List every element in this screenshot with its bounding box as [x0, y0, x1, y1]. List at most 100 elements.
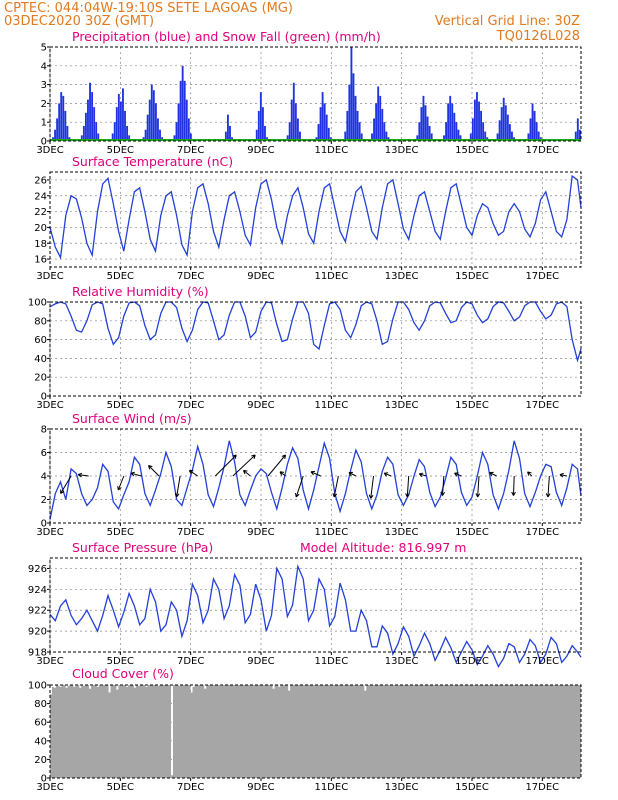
y-tick-label: 100 — [28, 298, 47, 309]
precip-bar — [66, 125, 69, 141]
wind-vector — [174, 475, 181, 498]
panel-2: Relative Humidity (%) 0 20 40 60 80 100 3DEC 5DE… — [28, 284, 582, 411]
precip-bar — [498, 120, 501, 141]
y-tick-label: 26 — [34, 175, 47, 186]
x-tick-label: 13DEC — [385, 271, 419, 282]
wind-vector — [267, 454, 287, 477]
y-tick-label: 22 — [34, 207, 47, 218]
precip-bar — [113, 122, 116, 141]
x-tick-label: 13DEC — [385, 527, 419, 538]
wind-vector — [279, 471, 286, 477]
x-tick-label: 13DEC — [385, 400, 419, 411]
precip-bar — [496, 133, 499, 141]
precip-bar — [177, 103, 180, 141]
y-tick-label: 0 — [41, 392, 47, 403]
y-tick-label: 0 — [41, 519, 47, 530]
wind-vector — [294, 475, 304, 498]
y-tick-label: 4 — [41, 472, 47, 483]
precip-bar — [424, 105, 427, 141]
precip-bar — [354, 95, 357, 141]
wind-vector — [545, 475, 551, 498]
series-line — [49, 174, 582, 260]
wind-vector — [232, 454, 256, 477]
wind-vector — [405, 475, 410, 498]
precip-bar — [426, 116, 429, 141]
precip-bar — [459, 135, 462, 141]
precip-bar — [288, 122, 291, 141]
y-tick-label: 1 — [41, 118, 47, 129]
panel-3: Surface Wind (m/s) 0 2 4 6 8 3DEC 5DEC 7DEC 9DEC 1… — [36, 411, 582, 538]
precip-bar — [122, 88, 124, 141]
precip-bar — [181, 65, 184, 141]
precip-bar — [146, 114, 149, 141]
precip-bar — [482, 122, 485, 141]
x-tick-label: 15DEC — [455, 271, 489, 282]
x-tick-label: 5DEC — [107, 656, 134, 667]
precip-bar — [478, 101, 480, 141]
precip-bar — [97, 133, 100, 141]
x-tick-label: 9DEC — [247, 145, 274, 156]
precip-bar — [527, 133, 530, 141]
x-tick-label: 5DEC — [107, 271, 134, 282]
x-tick-label: 11DEC — [314, 656, 348, 667]
wind-vector — [214, 454, 237, 477]
x-tick-label: 7DEC — [177, 527, 204, 538]
y-tick-label: 40 — [34, 354, 47, 365]
y-tick-label: 24 — [34, 191, 47, 202]
x-tick-label: 5DEC — [107, 527, 134, 538]
panel-4: Surface Pressure (hPa) Model Altitude: 81… — [28, 540, 582, 669]
x-tick-label: 17DEC — [525, 656, 559, 667]
y-tick-label: 100 — [28, 681, 47, 692]
wind-vector — [383, 472, 392, 477]
precip-bar — [531, 103, 534, 141]
panel-frame — [49, 46, 582, 142]
y-tick-label: 20 — [34, 223, 47, 234]
precip-bar — [449, 95, 452, 141]
precip-bar — [578, 129, 581, 141]
precip-bar — [157, 118, 159, 141]
precip-bar — [325, 114, 328, 141]
precip-bar — [350, 47, 353, 141]
wind-vector — [454, 472, 462, 477]
precip-bar — [299, 131, 301, 141]
y-tick-label: 60 — [34, 718, 47, 729]
panel-title: Precipitation (blue) and Snow Fall (gree… — [72, 29, 381, 44]
panel-frame — [49, 301, 582, 397]
precip-bar — [319, 107, 322, 141]
precip-bar — [529, 118, 532, 141]
precip-bar — [150, 84, 153, 141]
precip-bar — [511, 131, 513, 141]
y-tick-label: 20 — [34, 755, 47, 766]
precip-bar — [422, 95, 425, 141]
x-tick-label: 5DEC — [107, 145, 134, 156]
x-tick-label: 11DEC — [314, 145, 348, 156]
precip-bar — [381, 109, 384, 141]
x-tick-label: 17DEC — [525, 145, 559, 156]
precip-bar — [152, 90, 155, 141]
series-line — [49, 440, 582, 520]
y-tick-label: 40 — [34, 736, 47, 747]
precip-bar — [327, 127, 330, 141]
precip-bar — [451, 103, 454, 141]
precip-bar — [375, 103, 378, 141]
panel-annotation: Model Altitude: 816.997 m — [300, 540, 466, 555]
x-tick-label: 17DEC — [525, 782, 559, 793]
precip-bar — [346, 110, 349, 141]
precip-bar — [484, 131, 487, 141]
precip-bar — [292, 82, 295, 141]
header-grid-note: Vertical Grid Line: 30Z — [435, 14, 580, 29]
wind-vector — [77, 472, 89, 478]
precip-bar — [183, 80, 186, 141]
precip-bar — [115, 107, 118, 141]
precip-bar — [179, 80, 182, 141]
x-tick-label: 3DEC — [36, 271, 63, 282]
precip-bar — [255, 129, 258, 141]
precip-bar — [80, 135, 83, 141]
precip-bar — [56, 118, 59, 141]
precip-bar — [535, 122, 538, 141]
x-tick-label: 7DEC — [177, 782, 204, 793]
precip-bar — [60, 92, 63, 141]
panel-frame — [49, 171, 582, 268]
precip-bar — [455, 122, 458, 141]
precip-bar — [229, 125, 231, 141]
